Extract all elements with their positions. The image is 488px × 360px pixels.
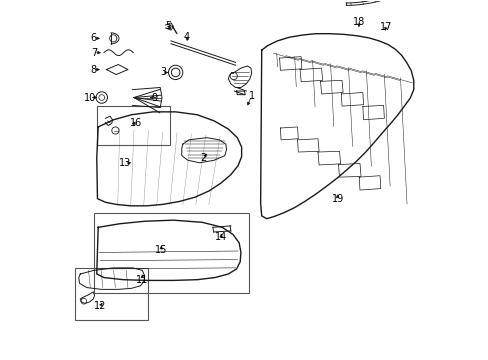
Text: 4: 4 (183, 32, 190, 41)
Text: 2: 2 (200, 153, 206, 163)
Text: 18: 18 (352, 17, 365, 27)
Text: 3: 3 (161, 67, 166, 77)
Text: 16: 16 (130, 118, 142, 128)
Text: 17: 17 (379, 22, 391, 32)
Text: 1: 1 (248, 91, 254, 101)
Text: 9: 9 (151, 93, 157, 103)
Text: 10: 10 (83, 93, 96, 103)
Text: 6: 6 (91, 33, 97, 43)
Text: 19: 19 (331, 194, 343, 204)
Text: 14: 14 (215, 232, 227, 242)
Text: 7: 7 (91, 48, 97, 58)
Text: 8: 8 (91, 64, 97, 75)
Text: 11: 11 (136, 275, 148, 285)
Text: 5: 5 (165, 21, 171, 31)
Text: 12: 12 (94, 301, 106, 311)
Text: 15: 15 (155, 245, 167, 255)
Text: 13: 13 (119, 158, 131, 168)
